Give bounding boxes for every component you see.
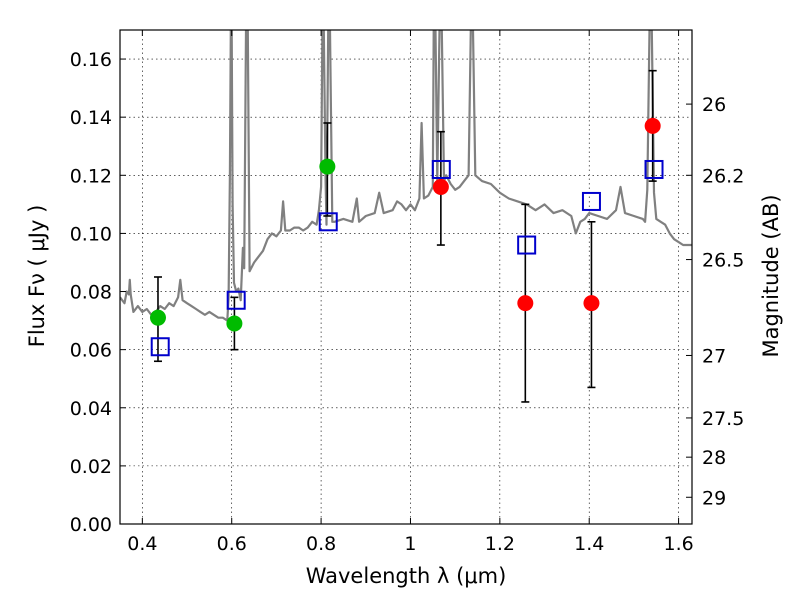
y2-tick-label: 27 (702, 345, 726, 367)
x-tick-label: 1.4 (574, 533, 604, 555)
observed-flux-point (432, 178, 449, 195)
plot-frame (119, 29, 693, 525)
x-tick-label: 1.2 (485, 533, 515, 555)
y2-tick-label: 26 (702, 94, 726, 116)
model-flux-square (644, 159, 664, 179)
x-tick-label: 1 (404, 533, 416, 555)
y2-tick-label: 26.2 (702, 165, 744, 187)
y-tick-label: 0.00 (70, 514, 112, 536)
observed-flux-point (149, 309, 166, 326)
y-tick-label: 0.10 (70, 223, 112, 245)
y2-tick-label: 29 (702, 487, 726, 509)
x-axis-label: Wavelength λ (μm) (306, 564, 507, 588)
marker-layer (149, 117, 664, 357)
observed-flux-point (319, 158, 336, 175)
model-flux-square (318, 212, 338, 232)
model-flux-square (150, 337, 170, 357)
y2-axis-label: Magnitude (AB) (759, 194, 783, 357)
model-flux-square (226, 290, 246, 310)
y2-tick-label: 27.5 (702, 408, 744, 430)
model-flux-square (431, 159, 451, 179)
y-axis-label: Flux Fν ( μJy ) (25, 205, 49, 348)
y-tick-label: 0.02 (70, 456, 112, 478)
x-tick-label: 0.8 (306, 533, 336, 555)
observed-flux-point (644, 117, 661, 134)
model-flux-square (517, 235, 537, 255)
y2-tick-label: 26.5 (702, 250, 744, 272)
spectrum-layer (120, 30, 692, 322)
model-flux-square (581, 191, 601, 211)
x-tick-label: 1.6 (663, 533, 693, 555)
y-tick-label: 0.12 (70, 165, 112, 187)
y-tick-label: 0.06 (70, 340, 112, 362)
x-tick-label: 0.4 (127, 533, 157, 555)
model-spectrum-line (120, 30, 692, 322)
y-tick-label: 0.16 (70, 49, 112, 71)
y-tick-label: 0.04 (70, 398, 112, 420)
x-tick-label: 0.6 (217, 533, 247, 555)
observed-flux-point (226, 315, 243, 332)
observed-flux-point (583, 295, 600, 312)
y2-tick-label: 28 (702, 447, 726, 469)
y-tick-label: 0.08 (70, 282, 112, 304)
tick-layer: 0.4 0.6 0.8 1 1.2 1.4 1.6 0.00 0.02 0.04 0.06 0.08 0… (70, 30, 744, 555)
observed-flux-point (517, 295, 534, 312)
y-tick-label: 0.14 (70, 107, 112, 129)
